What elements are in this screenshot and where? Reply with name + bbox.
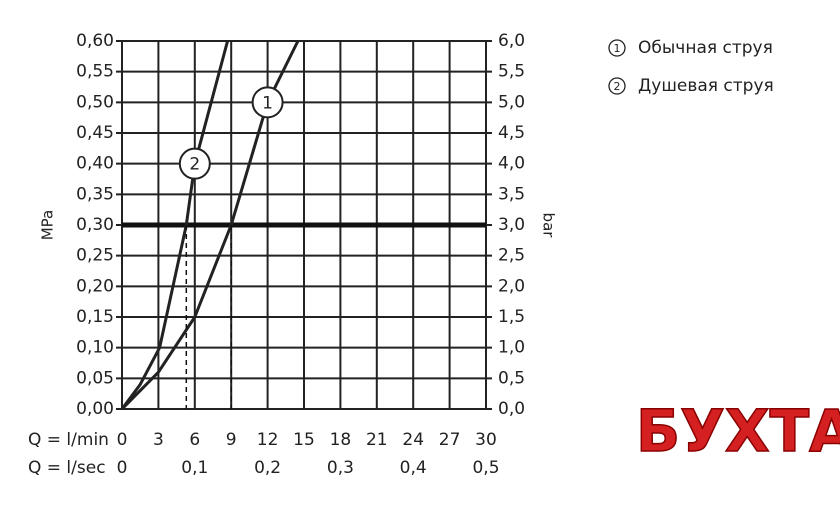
x-tick-label: 3: [153, 430, 164, 450]
y-tick-label: 0,25: [76, 246, 114, 266]
y-tick-label: 0,35: [76, 184, 114, 204]
x2-tick-label: 0,3: [327, 458, 354, 478]
y2-tick-label: 4,0: [498, 154, 525, 174]
legend-label: Обычная струя: [638, 38, 773, 58]
x-tick-label: 9: [226, 430, 237, 450]
curve-marker: [251, 86, 284, 119]
x2-tick-label: 0,1: [181, 458, 208, 478]
y-tick-label: 0,15: [76, 307, 114, 327]
x-tick-label: 0: [117, 430, 128, 450]
y2-tick-label: 6,0: [498, 31, 525, 51]
legend-marker-label: 1: [614, 42, 621, 55]
y-tick-label: 0,20: [76, 276, 114, 296]
legend-marker-label: 2: [614, 80, 621, 93]
x-tick-label: 15: [293, 430, 315, 450]
x-tick-label: 12: [257, 430, 279, 450]
y-tick-label: 0,10: [76, 338, 114, 358]
y2-tick-label: 2,5: [498, 246, 525, 266]
curve-marker-label: 2: [189, 155, 200, 175]
x-axis-label: Q = l/min: [28, 430, 109, 450]
y2-tick-label: 2,0: [498, 276, 525, 296]
y2-tick-label: 0,5: [498, 368, 525, 388]
x-tick-label: 18: [330, 430, 352, 450]
x-tick-label: 21: [366, 430, 388, 450]
y2-tick-label: 5,0: [498, 92, 525, 112]
x-tick-label: 27: [439, 430, 461, 450]
y2-tick-label: 1,5: [498, 307, 525, 327]
y-tick-label: 0,45: [76, 123, 114, 143]
x2-tick-label: 0,4: [400, 458, 427, 478]
curve: [120, 40, 230, 410]
curve-marker-label: 1: [262, 93, 273, 113]
y2-tick-label: 0,0: [498, 399, 525, 419]
x2-tick-label: 0,2: [254, 458, 281, 478]
legend-label: Душевая струя: [638, 76, 774, 96]
x-tick-label: 30: [475, 430, 497, 450]
x2-tick-label: 0: [117, 458, 128, 478]
y-tick-label: 0,00: [76, 399, 114, 419]
x-tick-label: 6: [189, 430, 200, 450]
y2-axis-label: bar: [540, 213, 558, 239]
y2-tick-label: 3,0: [498, 215, 525, 235]
legend-marker: [608, 77, 626, 95]
y2-tick-label: 1,0: [498, 338, 525, 358]
y-tick-label: 0,40: [76, 154, 114, 174]
y-tick-label: 0,55: [76, 62, 114, 82]
y2-tick-label: 3,5: [498, 184, 525, 204]
x2-axis-label: Q = l/sec: [28, 458, 106, 478]
y-tick-label: 0,30: [76, 215, 114, 235]
watermark: БУХТА: [636, 397, 840, 465]
x-tick-label: 24: [402, 430, 424, 450]
y-tick-label: 0,50: [76, 92, 114, 112]
y2-tick-label: 5,5: [498, 62, 525, 82]
legend-marker: [608, 39, 626, 57]
y-tick-label: 0,60: [76, 31, 114, 51]
y-tick-label: 0,05: [76, 368, 114, 388]
x2-tick-label: 0,5: [472, 458, 499, 478]
y2-tick-label: 4,5: [498, 123, 525, 143]
curve-marker: [178, 147, 211, 180]
y-axis-label: MPa: [39, 210, 57, 241]
